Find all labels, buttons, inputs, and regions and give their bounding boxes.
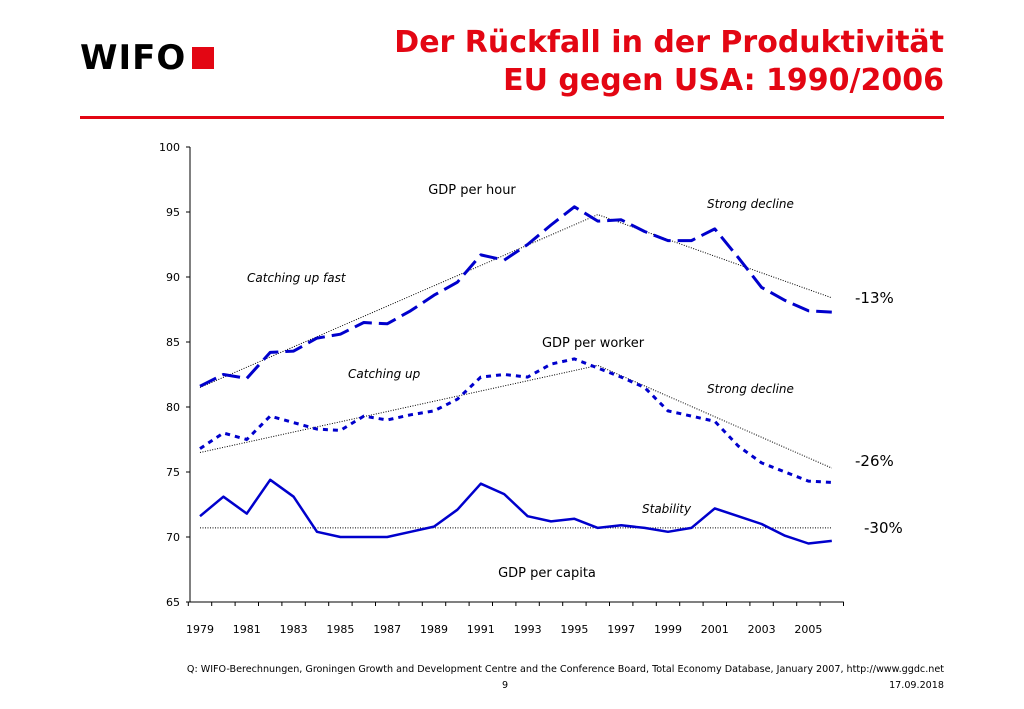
page-number: 9 [502,680,509,691]
wifo-logo: WIFO [80,38,215,78]
source-note: Q: WIFO-Berechnungen, Groningen Growth a… [186,664,944,675]
annotation-strong-decline-worker: Strong decline [707,382,794,396]
x-tick-label: 2005 [794,623,822,636]
annotation-catching-up: Catching up [348,367,421,381]
data-series [199,205,832,545]
series-line-gdp-per-capita [199,478,832,545]
logo-text: WIFO [80,38,187,78]
title-line-1: Der Rückfall in der Produktivität [394,25,944,60]
y-tick-label: 85 [166,336,180,349]
x-tick-label: 1987 [373,623,401,636]
title-line-2: EU gegen USA: 1990/2006 [503,63,944,98]
change-gdp-per-hour: -13% [855,289,894,307]
title-divider [80,116,944,119]
x-tick-label: 1983 [280,623,308,636]
x-tick-label: 1999 [654,623,682,636]
y-tick-label: 90 [166,271,180,284]
x-tick-label: 1979 [186,623,214,636]
y-tick-label: 80 [166,401,180,414]
x-tick-label: 1995 [560,623,588,636]
annotation-catching-up-fast: Catching up fast [247,271,347,285]
trend-lines [199,214,833,529]
x-tick-label: 1981 [233,623,261,636]
logo-red-square [192,47,215,69]
trend-line [199,214,832,388]
series-line-gdp-per-hour [199,205,832,388]
x-tick-label: 1991 [467,623,495,636]
x-tick-label: 1985 [326,623,354,636]
chart-annotations: GDP per hour GDP per worker GDP per capi… [247,183,903,581]
slide-title: Der Rückfall in der Produktivität EU geg… [394,24,944,100]
y-tick-label: 75 [166,466,180,479]
slide-date: 17.09.2018 [889,680,944,691]
x-tick-label: 2001 [701,623,729,636]
x-tick-label: 1989 [420,623,448,636]
y-tick-label: 65 [166,596,180,609]
annotation-strong-decline-hour: Strong decline [707,197,794,211]
trend-line [199,364,833,469]
x-tick-label: 1997 [607,623,635,636]
annotation-stability: Stability [642,502,692,516]
y-tick-label: 100 [159,141,180,154]
change-gdp-per-capita: -30% [864,519,903,537]
chart-axes: 100 95 90 85 80 75 70 65 1979 1981 1983 1985 1987 198… [159,141,844,636]
series-line-gdp-per-worker [199,357,832,484]
y-tick-label: 70 [166,531,180,544]
x-tick-label: 1993 [514,623,542,636]
x-tick-label: 2003 [748,623,776,636]
label-gdp-per-worker: GDP per worker [542,336,645,351]
change-gdp-per-worker: -26% [855,452,894,470]
label-gdp-per-hour: GDP per hour [428,183,516,198]
y-tick-label: 95 [166,206,180,219]
label-gdp-per-capita: GDP per capita [498,566,596,581]
